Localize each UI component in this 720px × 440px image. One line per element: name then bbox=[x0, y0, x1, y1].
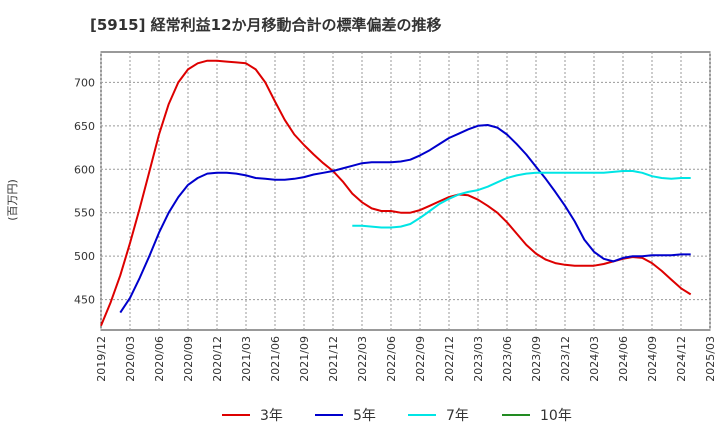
x-tick-label: 2021/12 bbox=[327, 336, 340, 382]
legend-label-3: 10年 bbox=[540, 408, 572, 424]
x-tick-label: 2020/12 bbox=[211, 336, 224, 382]
gridlines bbox=[100, 52, 711, 330]
x-tick-label: 2023/06 bbox=[501, 336, 514, 382]
x-tick-label: 2025/03 bbox=[704, 336, 717, 382]
x-tick-label: 2024/09 bbox=[646, 336, 659, 382]
x-tick-label: 2020/03 bbox=[124, 336, 137, 382]
y-tick-label: 500 bbox=[74, 250, 95, 263]
series-line-0 bbox=[100, 59, 692, 327]
x-tick-label: 2022/06 bbox=[385, 336, 398, 382]
y-tick-label: 550 bbox=[74, 207, 95, 220]
x-tick-label: 2024/06 bbox=[617, 336, 630, 382]
x-tick-label: 2020/06 bbox=[153, 336, 166, 382]
y-tick-label: 450 bbox=[74, 294, 95, 307]
y-axis-label: (百万円) bbox=[6, 179, 19, 221]
x-tick-label: 2023/09 bbox=[530, 336, 543, 382]
y-axis: 450 500 550 600 650 700 bbox=[74, 76, 95, 306]
y-tick-label: 600 bbox=[74, 163, 95, 176]
x-tick-label: 2023/12 bbox=[559, 336, 572, 382]
series-line-2 bbox=[352, 170, 691, 229]
legend: 3年 5年 7年 10年 bbox=[222, 408, 572, 424]
legend-label-2: 7年 bbox=[446, 408, 469, 424]
x-tick-label: 2020/09 bbox=[182, 336, 195, 382]
x-tick-label: 2022/03 bbox=[356, 336, 369, 382]
x-tick-label: 2021/06 bbox=[269, 336, 282, 382]
chart-title: [5915] 経常利益12か月移動合計の標準偏差の推移 bbox=[90, 16, 442, 34]
x-tick-label: 2022/12 bbox=[443, 336, 456, 382]
x-tick-label: 2021/09 bbox=[298, 336, 311, 382]
plot-area bbox=[100, 51, 711, 331]
x-tick-label: 2023/03 bbox=[472, 336, 485, 382]
legend-label-1: 5年 bbox=[353, 408, 376, 424]
y-tick-label: 650 bbox=[74, 120, 95, 133]
x-tick-label: 2024/03 bbox=[588, 336, 601, 382]
y-tick-label: 700 bbox=[74, 76, 95, 89]
x-axis: 2019/12 2020/03 2020/06 2020/09 2020/12 2021/… bbox=[95, 336, 717, 382]
x-tick-label: 2021/03 bbox=[240, 336, 253, 382]
x-tick-label: 2024/12 bbox=[675, 336, 688, 382]
x-tick-label: 2019/12 bbox=[95, 336, 108, 382]
legend-label-0: 3年 bbox=[260, 408, 283, 424]
x-tick-label: 2022/09 bbox=[414, 336, 427, 382]
series-lines bbox=[100, 59, 692, 327]
series-line-1 bbox=[119, 124, 691, 314]
